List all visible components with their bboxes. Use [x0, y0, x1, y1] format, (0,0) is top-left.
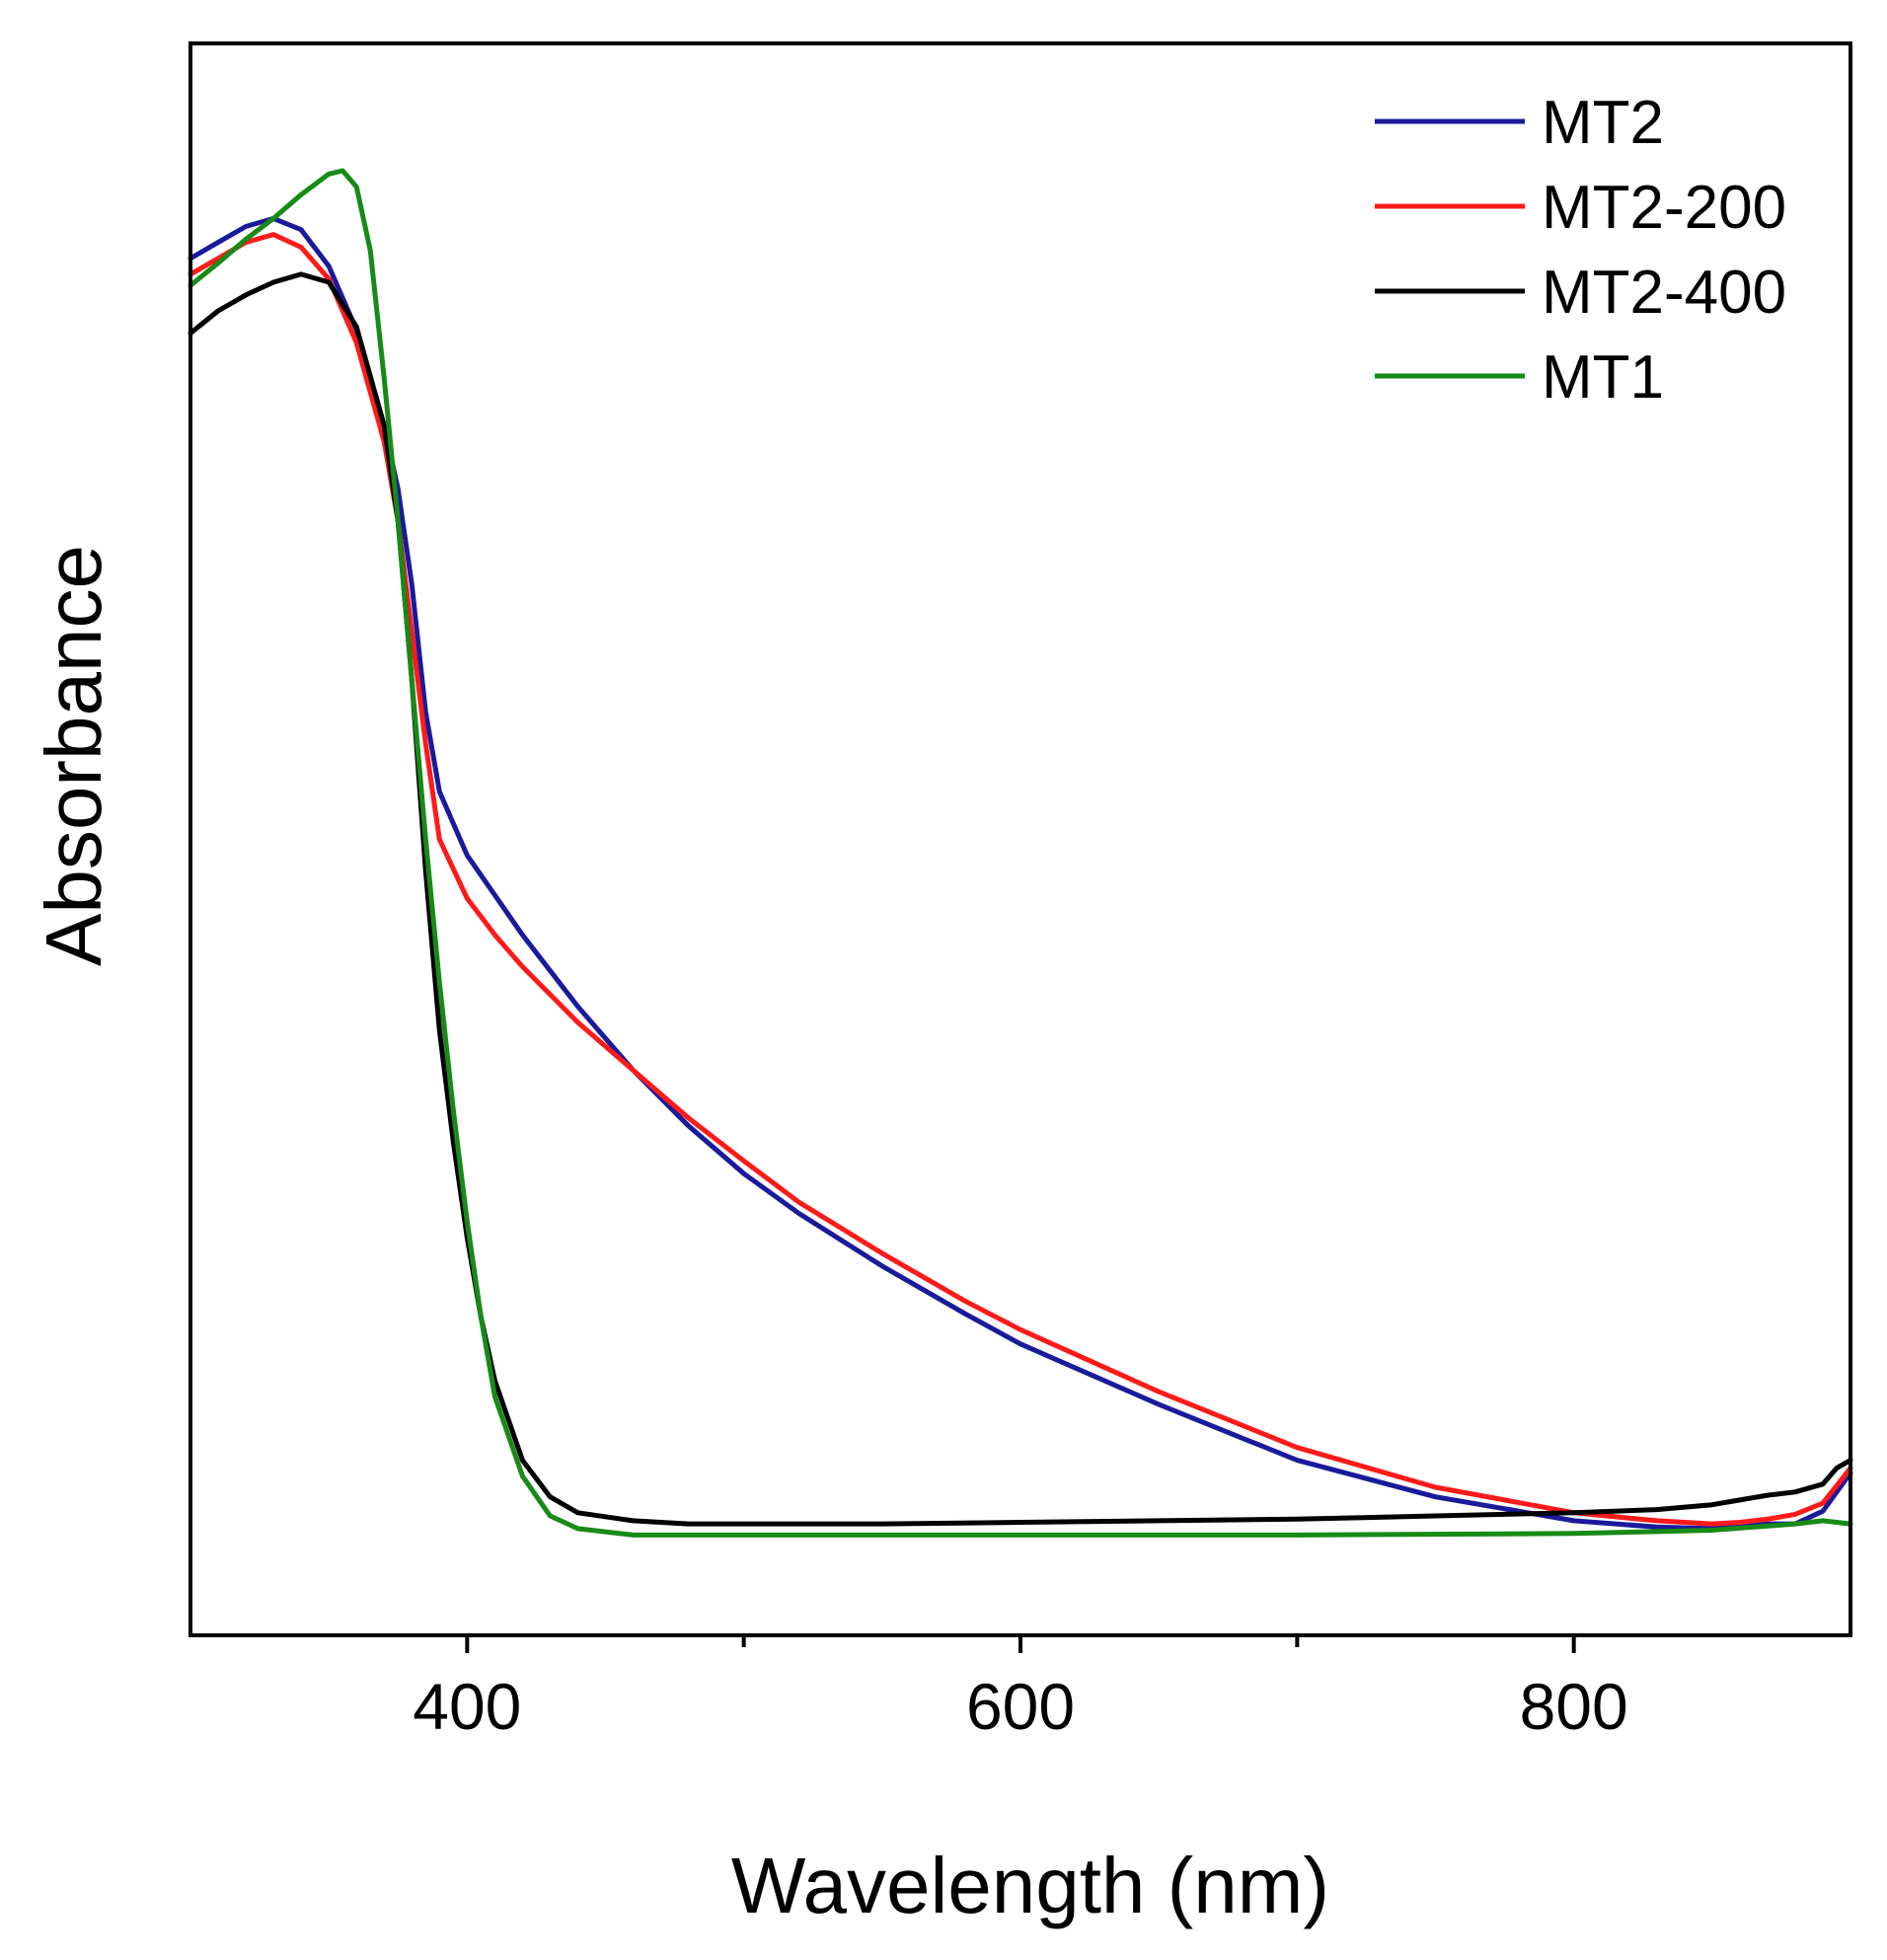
legend-label-mt1: MT1: [1542, 343, 1664, 412]
x-axis-title: Wavelength (nm): [731, 1842, 1329, 1929]
series-line-mt1: [188, 168, 1853, 1538]
legend-label-mt2-200: MT2-200: [1542, 174, 1786, 242]
series-layer: [188, 168, 1853, 1538]
x-tick-label-400: 400: [413, 1670, 521, 1743]
y-axis-title: Absorbance: [30, 545, 117, 966]
x-tick-label-800: 800: [1520, 1670, 1628, 1743]
x-ticks: 400 600 800: [413, 1635, 1628, 1743]
x-tick-label-600: 600: [966, 1670, 1075, 1743]
legend: MT2 MT2-200 MT2-400 MT1: [1375, 89, 1786, 412]
series-line-mt2-200: [188, 232, 1853, 1527]
legend-label-mt2-400: MT2-400: [1542, 259, 1786, 327]
series-line-mt2-400: [188, 271, 1853, 1527]
legend-label-mt2: MT2: [1542, 89, 1664, 157]
